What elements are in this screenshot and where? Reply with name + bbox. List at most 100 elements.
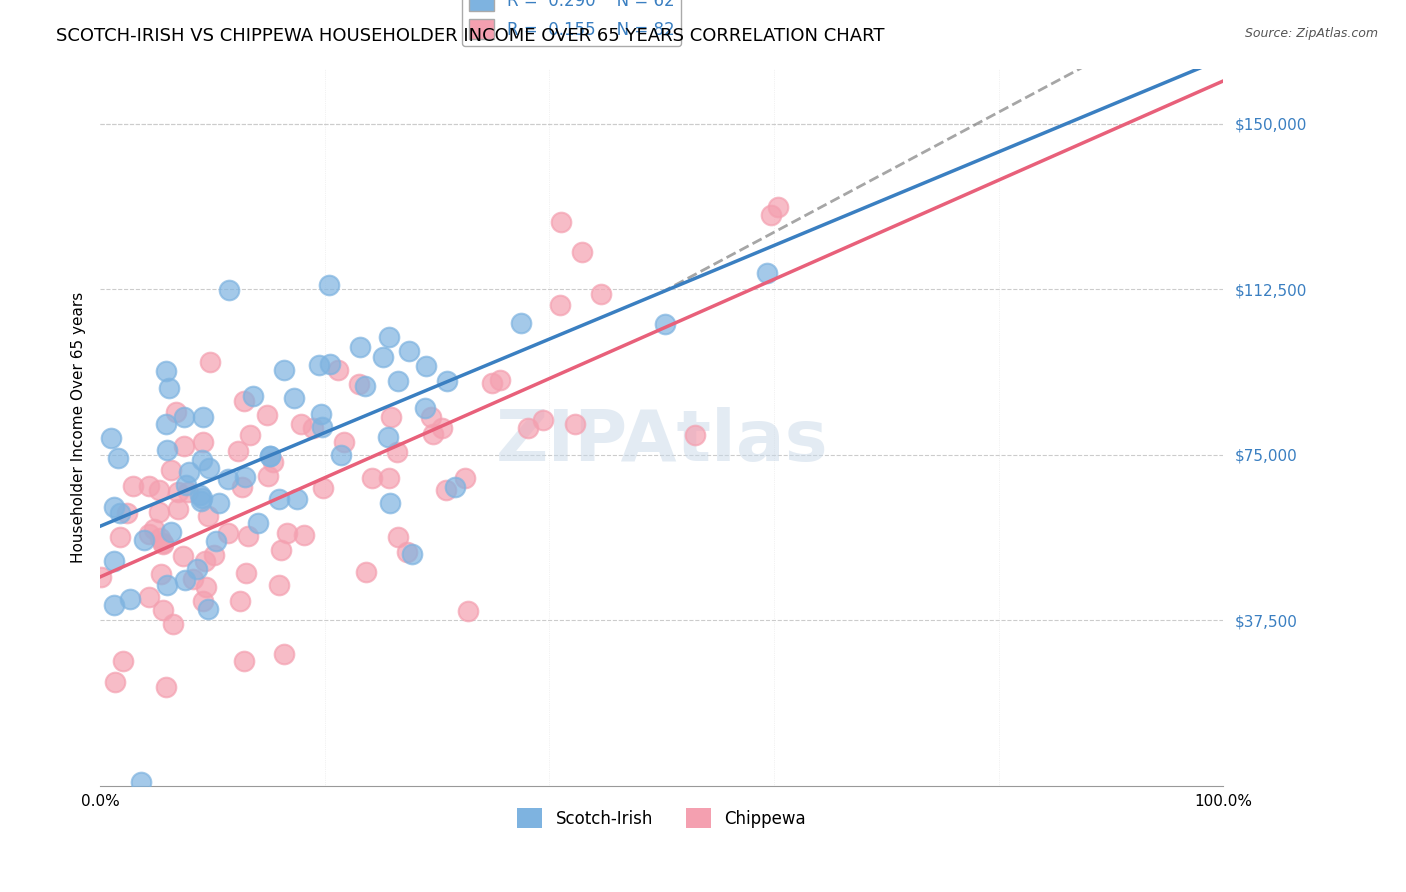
Scotch-Irish [318,277,340,292]
Scotch-Irish [267,491,290,506]
Chippewa [112,654,135,668]
Chippewa [148,531,170,545]
Chippewa [457,604,479,618]
Scotch-Irish [398,343,420,358]
Chippewa [110,530,132,544]
Scotch-Irish [160,525,183,540]
Scotch-Irish [309,408,332,422]
Scotch-Irish [285,492,308,507]
Scotch-Irish [283,392,305,406]
Chippewa [217,526,239,541]
Scotch-Irish [415,359,437,374]
Scotch-Irish [377,430,399,444]
Legend: Scotch-Irish, Chippewa: Scotch-Irish, Chippewa [510,801,813,835]
Chippewa [326,363,349,377]
Scotch-Irish [100,431,122,445]
Chippewa [489,373,512,387]
Scotch-Irish [179,465,201,479]
Chippewa [276,525,298,540]
Scotch-Irish [509,316,531,330]
Scotch-Irish [132,533,155,548]
Scotch-Irish [155,417,177,431]
Scotch-Irish [157,381,180,395]
Scotch-Irish [259,449,281,463]
Chippewa [138,590,160,604]
Chippewa [239,427,262,442]
Chippewa [138,527,160,541]
Scotch-Irish [247,516,270,530]
Scotch-Irish [401,547,423,561]
Chippewa [550,215,572,229]
Text: SCOTCH-IRISH VS CHIPPEWA HOUSEHOLDER INCOME OVER 65 YEARS CORRELATION CHART: SCOTCH-IRISH VS CHIPPEWA HOUSEHOLDER INC… [56,27,884,45]
Scotch-Irish [371,350,394,364]
Chippewa [155,680,177,694]
Scotch-Irish [233,470,256,484]
Scotch-Irish [197,601,219,615]
Chippewa [380,410,402,425]
Chippewa [172,549,194,564]
Chippewa [229,594,252,608]
Chippewa [195,580,218,594]
Chippewa [347,376,370,391]
Chippewa [290,417,312,431]
Scotch-Irish [107,451,129,466]
Chippewa [273,647,295,661]
Chippewa [194,554,217,568]
Scotch-Irish [120,592,142,607]
Chippewa [361,471,384,485]
Scotch-Irish [108,506,131,520]
Chippewa [766,200,789,214]
Chippewa [231,480,253,494]
Scotch-Irish [188,488,211,502]
Chippewa [115,506,138,520]
Chippewa [434,483,457,497]
Scotch-Irish [436,374,458,388]
Chippewa [378,471,401,485]
Chippewa [591,286,613,301]
Scotch-Irish [103,598,125,612]
Chippewa [233,655,256,669]
Chippewa [236,529,259,543]
Scotch-Irish [378,330,401,344]
Chippewa [143,522,166,536]
Chippewa [122,479,145,493]
Chippewa [311,481,333,495]
Chippewa [152,537,174,551]
Scotch-Irish [242,389,264,403]
Scotch-Irish [259,450,281,464]
Chippewa [162,616,184,631]
Scotch-Irish [129,775,152,789]
Chippewa [256,408,278,422]
Chippewa [432,421,454,435]
Chippewa [419,409,441,424]
Chippewa [138,479,160,493]
Chippewa [104,674,127,689]
Scotch-Irish [156,443,179,458]
Chippewa [191,434,214,449]
Chippewa [262,455,284,469]
Scotch-Irish [273,363,295,377]
Text: ZIPAtlas: ZIPAtlas [495,407,828,476]
Scotch-Irish [319,357,342,371]
Chippewa [387,530,409,544]
Scotch-Irish [191,491,214,506]
Scotch-Irish [349,341,371,355]
Scotch-Irish [208,496,231,510]
Chippewa [516,421,538,435]
Chippewa [422,426,444,441]
Scotch-Irish [311,420,333,434]
Scotch-Irish [308,358,330,372]
Chippewa [396,545,419,559]
Chippewa [152,536,174,550]
Scotch-Irish [103,554,125,568]
Chippewa [160,463,183,477]
Chippewa [181,572,204,586]
Scotch-Irish [191,409,214,424]
Scotch-Irish [413,401,436,415]
Scotch-Irish [155,364,177,378]
Chippewa [292,527,315,541]
Chippewa [226,444,249,458]
Scotch-Irish [198,461,221,475]
Scotch-Irish [387,374,409,388]
Chippewa [177,485,200,500]
